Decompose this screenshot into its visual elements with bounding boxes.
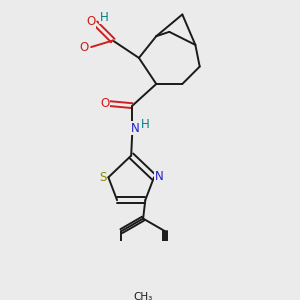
Text: H: H xyxy=(141,118,150,131)
Text: CH₃: CH₃ xyxy=(134,292,153,300)
Text: H: H xyxy=(100,11,108,24)
Text: S: S xyxy=(99,171,107,184)
Text: O: O xyxy=(80,41,89,54)
Text: O: O xyxy=(100,97,110,110)
Text: N: N xyxy=(154,170,163,183)
Text: N: N xyxy=(131,122,140,135)
Text: O: O xyxy=(86,16,96,28)
